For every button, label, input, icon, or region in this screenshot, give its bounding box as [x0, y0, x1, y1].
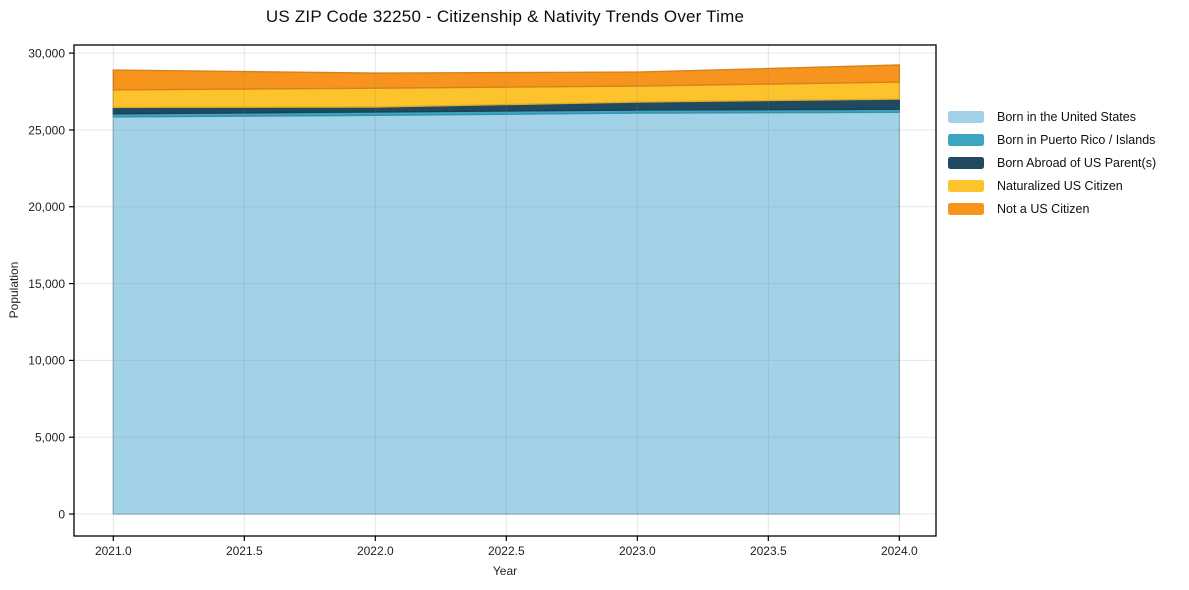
legend-label: Born Abroad of US Parent(s) [997, 155, 1157, 170]
legend-item: Naturalized US Citizen [948, 174, 1156, 197]
x-tick-label: 2021.0 [95, 544, 132, 558]
legend-swatch [948, 179, 984, 192]
legend-label: Naturalized US Citizen [997, 178, 1123, 193]
y-tick-label: 0 [58, 507, 65, 521]
legend-item: Born Abroad of US Parent(s) [948, 151, 1156, 174]
legend-swatch [948, 110, 984, 123]
y-tick-label: 10,000 [28, 354, 65, 368]
legend-item: Not a US Citizen [948, 197, 1156, 220]
legend-item: Born in the United States [948, 105, 1156, 128]
legend-label: Born in Puerto Rico / Islands [997, 132, 1156, 147]
x-tick-label: 2023.0 [619, 544, 656, 558]
x-axis-label: Year [492, 564, 518, 578]
x-tick-label: 2023.5 [750, 544, 787, 558]
y-tick-label: 15,000 [28, 277, 65, 291]
legend: Born in the United States Born in Puerto … [948, 105, 1156, 220]
legend-swatch [948, 133, 984, 146]
chart-title: US ZIP Code 32250 - Citizenship & Nativi… [265, 7, 745, 26]
y-tick-label: 20,000 [28, 200, 65, 214]
area-series-4 [112, 64, 901, 91]
legend-swatch [948, 156, 984, 169]
legend-label: Born in the United States [997, 109, 1136, 124]
plot-border [73, 44, 937, 537]
x-tick-label: 2024.0 [881, 544, 918, 558]
x-tick-label: 2022.5 [488, 544, 525, 558]
y-tick-label: 30,000 [28, 46, 65, 60]
x-tick-label: 2021.5 [226, 544, 263, 558]
x-tick-label: 2022.0 [357, 544, 394, 558]
legend-swatch [948, 202, 984, 215]
y-tick-label: 5,000 [35, 431, 65, 445]
legend-item: Born in Puerto Rico / Islands [948, 128, 1156, 151]
legend-label: Not a US Citizen [997, 201, 1090, 216]
y-tick-label: 25,000 [28, 123, 65, 137]
